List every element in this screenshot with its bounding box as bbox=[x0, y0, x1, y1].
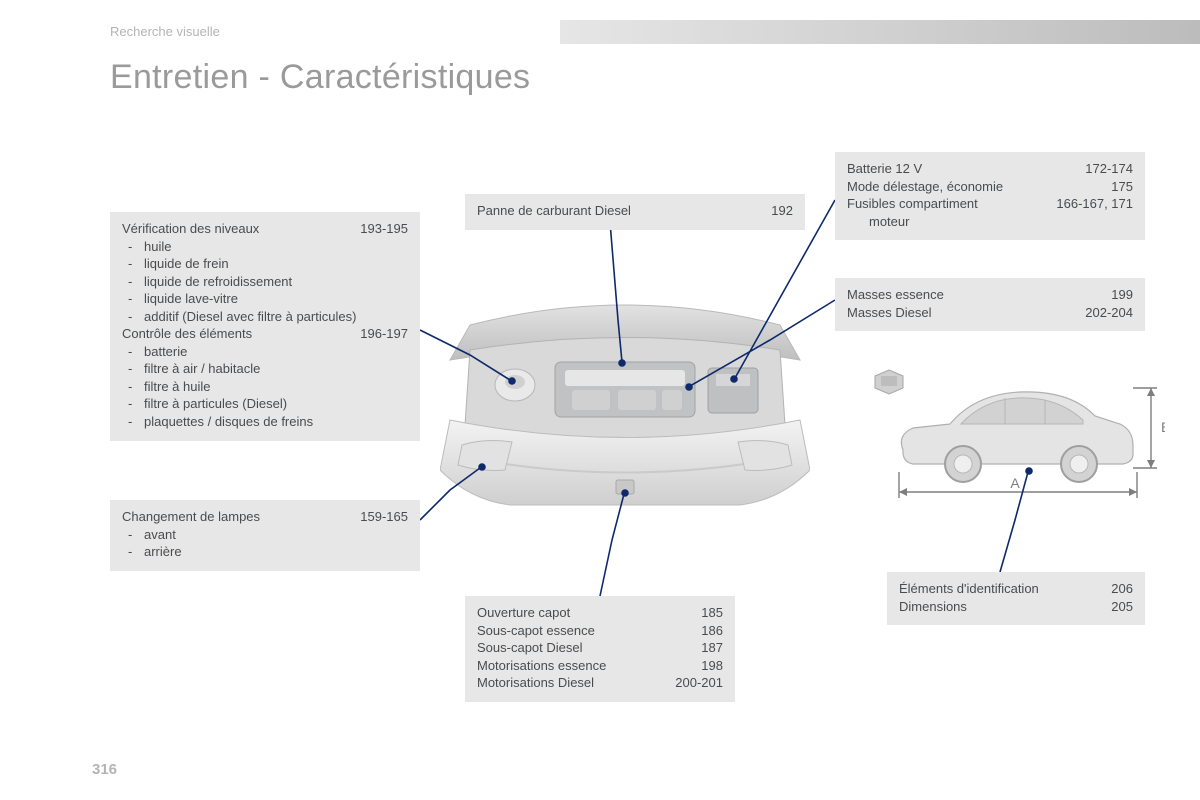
pages: 196-197 bbox=[360, 325, 408, 343]
label: Motorisations essence bbox=[477, 657, 685, 675]
list-item: additif (Diesel avec filtre à particules… bbox=[132, 308, 408, 326]
header-gradient-bar bbox=[560, 20, 1200, 44]
dimension-b-label: B bbox=[1161, 419, 1165, 435]
label: Masses Diesel bbox=[847, 304, 1069, 322]
pages: 175 bbox=[1111, 178, 1133, 196]
list-item: filtre à particules (Diesel) bbox=[132, 395, 408, 413]
list-item: plaquettes / disques de freins bbox=[132, 413, 408, 431]
pages: 192 bbox=[771, 202, 793, 220]
pages: 193-195 bbox=[360, 220, 408, 238]
label: Batterie 12 V bbox=[847, 160, 1069, 178]
list-item: filtre à air / habitacle bbox=[132, 360, 408, 378]
pages: 159-165 bbox=[360, 508, 408, 526]
list-item: liquide de frein bbox=[132, 255, 408, 273]
label: Sous-capot essence bbox=[477, 622, 685, 640]
list-item: liquide de refroidissement bbox=[132, 273, 408, 291]
label: Motorisations Diesel bbox=[477, 674, 659, 692]
list-item: filtre à huile bbox=[132, 378, 408, 396]
label: Mode délestage, économie bbox=[847, 178, 1095, 196]
list-item: avant bbox=[132, 526, 408, 544]
box-under-hood: Ouverture capot 185 Sous-capot essence 186… bbox=[465, 596, 735, 702]
label: Masses essence bbox=[847, 286, 1095, 304]
label: Fusibles compartimentmoteur bbox=[847, 195, 1040, 230]
pages: 205 bbox=[1111, 598, 1133, 616]
pages: 199 bbox=[1111, 286, 1133, 304]
list-item: liquide lave-vitre bbox=[132, 290, 408, 308]
engine-bay-illustration bbox=[440, 290, 810, 520]
pages: 166-167, 171 bbox=[1056, 195, 1133, 230]
car-side-illustration: A B bbox=[865, 360, 1165, 510]
label: Éléments d'identification bbox=[899, 580, 1095, 598]
pages: 187 bbox=[701, 639, 723, 657]
box-identification: Éléments d'identification 206 Dimensions 2… bbox=[887, 572, 1145, 625]
page-title: Entretien - Caractéristiques bbox=[110, 58, 530, 97]
pages: 206 bbox=[1111, 580, 1133, 598]
pages: 198 bbox=[701, 657, 723, 675]
page-number: 316 bbox=[92, 761, 117, 778]
box-level-checks: Vérification des niveaux 193-195 huile l… bbox=[110, 212, 420, 441]
label: Panne de carburant Diesel bbox=[477, 202, 755, 220]
section-label: Recherche visuelle bbox=[110, 24, 220, 39]
box-masses: Masses essence 199 Masses Diesel 202-204 bbox=[835, 278, 1145, 331]
pages: 200-201 bbox=[675, 674, 723, 692]
label: Changement de lampes bbox=[122, 508, 344, 526]
label: Contrôle des éléments bbox=[122, 325, 344, 343]
label: Ouverture capot bbox=[477, 604, 685, 622]
sublist-levels-1: huile liquide de frein liquide de refroi… bbox=[122, 238, 408, 326]
sublist-lamps: avant arrière bbox=[122, 526, 408, 561]
label: Sous-capot Diesel bbox=[477, 639, 685, 657]
list-item: huile bbox=[132, 238, 408, 256]
pages: 185 bbox=[701, 604, 723, 622]
pages: 172-174 bbox=[1085, 160, 1133, 178]
list-item: arrière bbox=[132, 543, 408, 561]
label: Dimensions bbox=[899, 598, 1095, 616]
list-item: batterie bbox=[132, 343, 408, 361]
box-battery-fuses: Batterie 12 V 172-174 Mode délestage, éco… bbox=[835, 152, 1145, 240]
pages: 186 bbox=[701, 622, 723, 640]
label: Vérification des niveaux bbox=[122, 220, 344, 238]
sublist-levels-2: batterie filtre à air / habitacle filtre… bbox=[122, 343, 408, 431]
box-diesel-fuel-fault: Panne de carburant Diesel 192 bbox=[465, 194, 805, 230]
dimension-a-label: A bbox=[1010, 475, 1020, 491]
box-lamp-change: Changement de lampes 159-165 avant arriè… bbox=[110, 500, 420, 571]
pages: 202-204 bbox=[1085, 304, 1133, 322]
